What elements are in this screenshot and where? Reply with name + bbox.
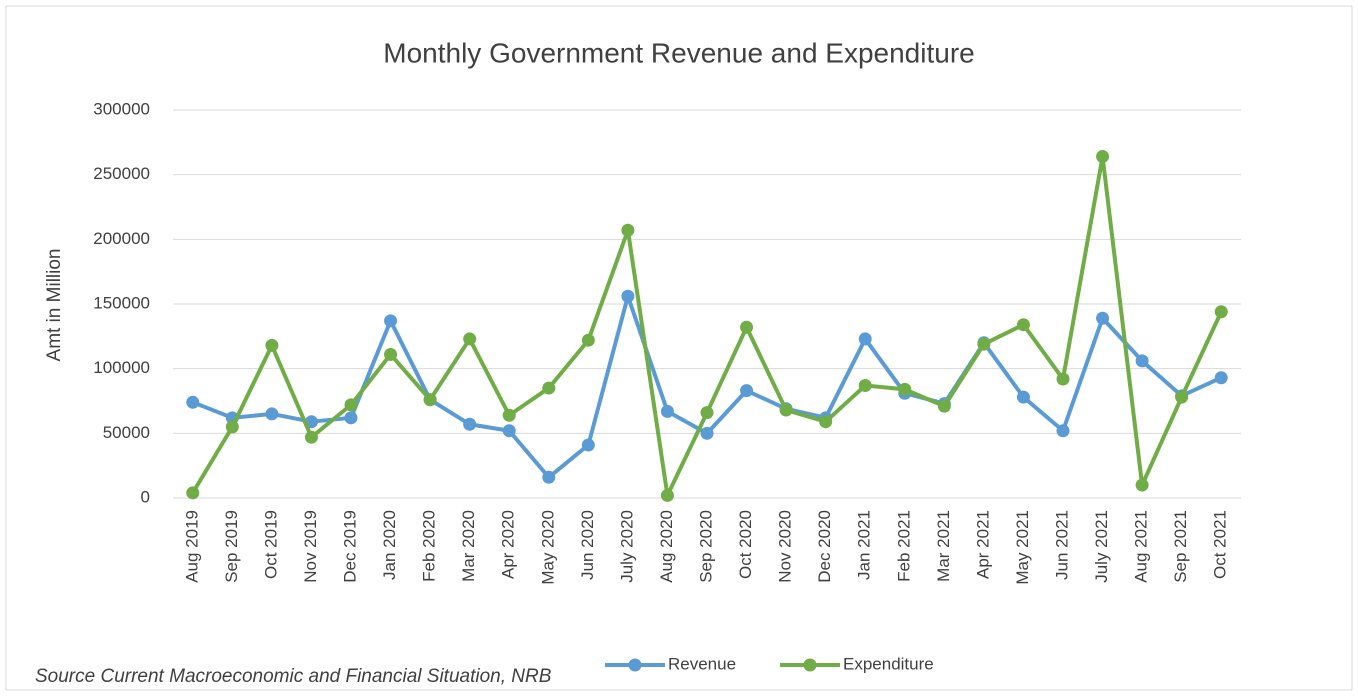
legend-label: Expenditure [843,654,934,673]
data-point [740,384,754,398]
x-tick-label: May 2020 [538,510,557,585]
legend-label: Revenue [668,654,736,673]
data-point [265,338,279,352]
x-tick-label: Oct 2019 [261,510,280,579]
x-tick-label: Jun 2021 [1052,510,1071,580]
y-tick-label: 300000 [93,99,150,118]
x-tick-label: Oct 2020 [736,510,755,579]
data-point [621,223,635,237]
y-axis-label: Amt in Million [44,249,65,362]
x-tick-label: July 2021 [1092,510,1111,583]
data-point [225,420,239,434]
x-tick-label: Oct 2021 [1211,510,1230,579]
x-tick-label: Nov 2019 [301,510,320,583]
data-point [542,470,556,484]
data-point [384,347,398,361]
x-tick-label: Dec 2019 [340,510,359,583]
data-point [1056,424,1070,438]
data-point [1135,354,1149,368]
data-point [937,399,951,413]
data-point [898,382,912,396]
y-tick-label: 0 [141,487,150,506]
data-point [819,415,833,429]
x-tick-label: July 2020 [617,510,636,583]
data-point [186,486,200,500]
x-tick-label: Aug 2020 [657,510,676,583]
data-point [1214,305,1228,319]
data-point [502,408,516,422]
x-tick-label: Mar 2020 [459,510,478,582]
data-point [700,406,714,420]
y-tick-label: 50000 [103,423,150,442]
data-point [463,332,477,346]
data-point [621,289,635,303]
data-point [265,407,279,421]
x-tick-label: Apr 2021 [973,510,992,579]
data-point [344,411,358,425]
x-tick-label: Jun 2020 [578,510,597,580]
data-point [581,333,595,347]
data-point [304,430,318,444]
data-point [186,395,200,409]
x-tick-label: Feb 2021 [894,510,913,582]
data-point [1214,371,1228,385]
data-point [1096,311,1110,325]
x-tick-label: Nov 2020 [776,510,795,583]
data-point [660,404,674,418]
x-tick-label: Sep 2020 [696,510,715,583]
source-note: Source Current Macroeconomic and Financi… [35,666,552,687]
x-tick-label: Apr 2020 [499,510,518,579]
x-tick-label: May 2021 [1013,510,1032,585]
y-tick-label: 150000 [93,293,150,312]
data-point [660,488,674,502]
x-tick-label: Sep 2021 [1171,510,1190,583]
x-tick-label: Jan 2020 [380,510,399,580]
x-tick-label: Jan 2021 [855,510,874,580]
data-point [1096,150,1110,164]
data-point [779,403,793,417]
data-point [1016,390,1030,404]
data-point [1175,390,1189,404]
chart-title: Monthly Government Revenue and Expenditu… [383,37,974,68]
data-point [858,378,872,392]
x-tick-label: Sep 2019 [222,510,241,583]
data-point [344,398,358,412]
legend-marker [628,658,642,672]
data-point [542,381,556,395]
y-tick-label: 100000 [93,358,150,377]
data-point [1056,372,1070,386]
legend-marker [803,658,817,672]
data-point [463,417,477,431]
data-point [858,332,872,346]
data-point [423,393,437,407]
x-tick-label: Aug 2021 [1132,510,1151,583]
data-point [581,438,595,452]
y-tick-label: 200000 [93,229,150,248]
y-tick-label: 250000 [93,164,150,183]
x-tick-label: Aug 2019 [182,510,201,583]
chart-border [5,5,1353,691]
data-point [1135,478,1149,492]
data-point [384,314,398,328]
data-point [502,424,516,438]
data-point [1016,318,1030,332]
data-point [740,320,754,334]
x-tick-label: Mar 2021 [934,510,953,582]
data-point [700,426,714,440]
x-tick-label: Feb 2020 [420,510,439,582]
data-point [977,337,991,351]
x-tick-label: Dec 2020 [815,510,834,583]
